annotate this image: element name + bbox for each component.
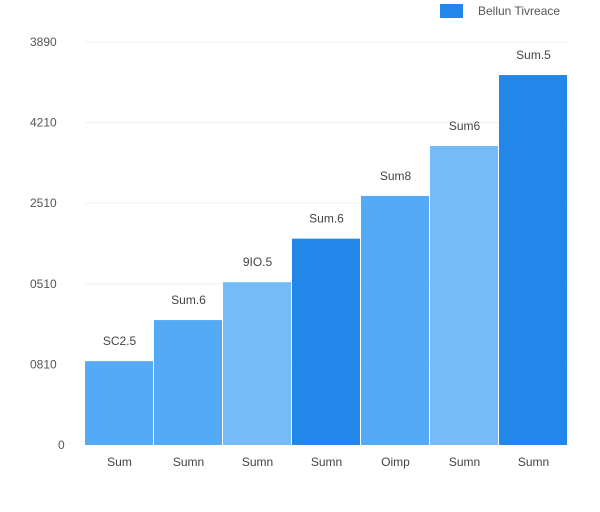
legend-label: Bellun Tivreace xyxy=(478,4,561,18)
y-tick-label: 3890 xyxy=(30,35,57,49)
bar xyxy=(499,75,567,446)
x-tick-label: Sumn xyxy=(242,455,273,469)
bar xyxy=(85,361,153,445)
y-tick-label: 0510 xyxy=(30,277,57,291)
bar xyxy=(361,195,429,445)
y-tick-label: 2510 xyxy=(30,196,57,210)
data-label: SC2.5 xyxy=(103,334,137,348)
x-tick-label: Sumn xyxy=(311,455,342,469)
x-tick-label: Sumn xyxy=(173,455,204,469)
legend: Bellun Tivreace xyxy=(440,4,560,18)
data-label: Sum6 xyxy=(449,119,481,133)
legend-swatch xyxy=(440,4,463,18)
data-label: Sum.6 xyxy=(309,212,344,226)
data-label: Sum.5 xyxy=(516,48,551,62)
y-tick-label: 4210 xyxy=(30,116,57,130)
y-tick-label: 0 xyxy=(58,438,65,452)
bar xyxy=(292,238,360,445)
bar xyxy=(430,145,498,445)
data-label: 9IO.5 xyxy=(243,255,273,269)
data-label: Sum.6 xyxy=(171,293,206,307)
y-tick-label: 0810 xyxy=(30,357,57,371)
x-tick-label: Sumn xyxy=(449,455,480,469)
bar xyxy=(154,320,222,445)
bar xyxy=(223,282,291,445)
x-tick-label: Oimp xyxy=(381,455,410,469)
data-label: Sum8 xyxy=(380,169,412,183)
x-tick-label: Sumn xyxy=(518,455,549,469)
x-tick-label: Sum xyxy=(107,455,132,469)
